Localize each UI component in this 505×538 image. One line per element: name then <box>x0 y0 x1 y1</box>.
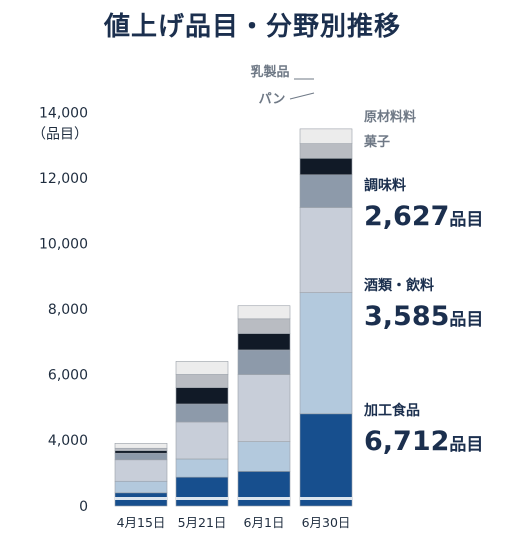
bar-segment <box>237 374 291 442</box>
legend-value: 6,712品目 <box>364 426 483 457</box>
legend-series-name: 加工食品 <box>363 402 420 419</box>
y-tick-label: 4,000 <box>48 433 88 449</box>
y-axis-unit-label: （品目） <box>32 127 88 143</box>
bar-segment <box>299 292 353 415</box>
chart-title: 値上げ品目・分野別推移 <box>103 12 401 42</box>
y-axis: 0 4,000 6,000 8,000 10,000 12,000 14,000 （品目） <box>32 106 88 516</box>
y-tick-label: 6,000 <box>48 368 88 384</box>
y-tick-label: 10,000 <box>39 237 88 253</box>
legend-value: 3,585品目 <box>364 301 483 332</box>
callout-label: 原材料料 <box>364 109 416 125</box>
bar-segment <box>114 452 168 461</box>
legend-value-unit: 品目 <box>449 310 483 330</box>
legend-value-number: 3,585 <box>364 301 449 332</box>
legend-series-name: 酒類・飲料 <box>364 277 434 294</box>
x-tick-label: 6月30日 <box>302 515 351 530</box>
callout-label: 菓子 <box>363 134 390 150</box>
legend-value-number: 6,712 <box>364 426 449 457</box>
bar-segment <box>175 476 229 507</box>
bar-segment <box>299 413 353 507</box>
y-tick-label: 14,000 <box>39 106 88 122</box>
callout-label: 乳製品 <box>250 64 289 80</box>
bar-segment <box>299 128 353 144</box>
bar-segment <box>114 450 168 454</box>
bar-segment <box>237 318 291 334</box>
bar-segment <box>237 441 291 472</box>
y-tick-label: 12,000 <box>39 171 88 187</box>
bar-segment <box>175 458 229 478</box>
bar-segment <box>237 305 291 320</box>
bar-base-highlight <box>115 497 167 500</box>
bar-segment <box>299 174 353 208</box>
bar-segment <box>175 374 229 388</box>
bar-segment <box>237 349 291 375</box>
bar-segment <box>237 471 291 507</box>
bar-segment <box>299 143 353 159</box>
bar-segment <box>114 447 168 452</box>
x-tick-label: 5月21日 <box>178 515 227 530</box>
bar-base-highlight <box>176 497 228 500</box>
bar-base-highlight <box>238 497 290 500</box>
bar-segment <box>237 333 291 351</box>
callout-line <box>289 92 315 100</box>
x-axis: 4月15日 5月21日 6月1日 6月30日 <box>117 515 351 530</box>
y-tick-label: 8,000 <box>48 302 88 318</box>
callout-label: パン <box>259 92 286 107</box>
x-tick-label: 6月1日 <box>244 515 285 530</box>
bar-segment <box>114 442 168 449</box>
legend-value-unit: 品目 <box>449 210 483 230</box>
legend-value: 2,627品目 <box>364 201 483 232</box>
legend-series-name: 調味料 <box>364 177 406 194</box>
legend-value-unit: 品目 <box>449 435 483 455</box>
bar-segment <box>175 361 229 375</box>
bar-base-highlight <box>300 497 352 500</box>
y-tick-label: 0 <box>79 499 88 515</box>
x-tick-label: 4月15日 <box>117 515 166 530</box>
legend-value-number: 2,627 <box>364 201 449 232</box>
bar-segment <box>175 403 229 423</box>
bar-segment <box>299 158 353 176</box>
bar-segment <box>175 421 229 460</box>
bars <box>114 128 353 507</box>
bar-segment <box>114 459 168 482</box>
bar-segment <box>299 207 353 293</box>
bar-segment <box>175 387 229 405</box>
bar-segment <box>114 480 168 494</box>
